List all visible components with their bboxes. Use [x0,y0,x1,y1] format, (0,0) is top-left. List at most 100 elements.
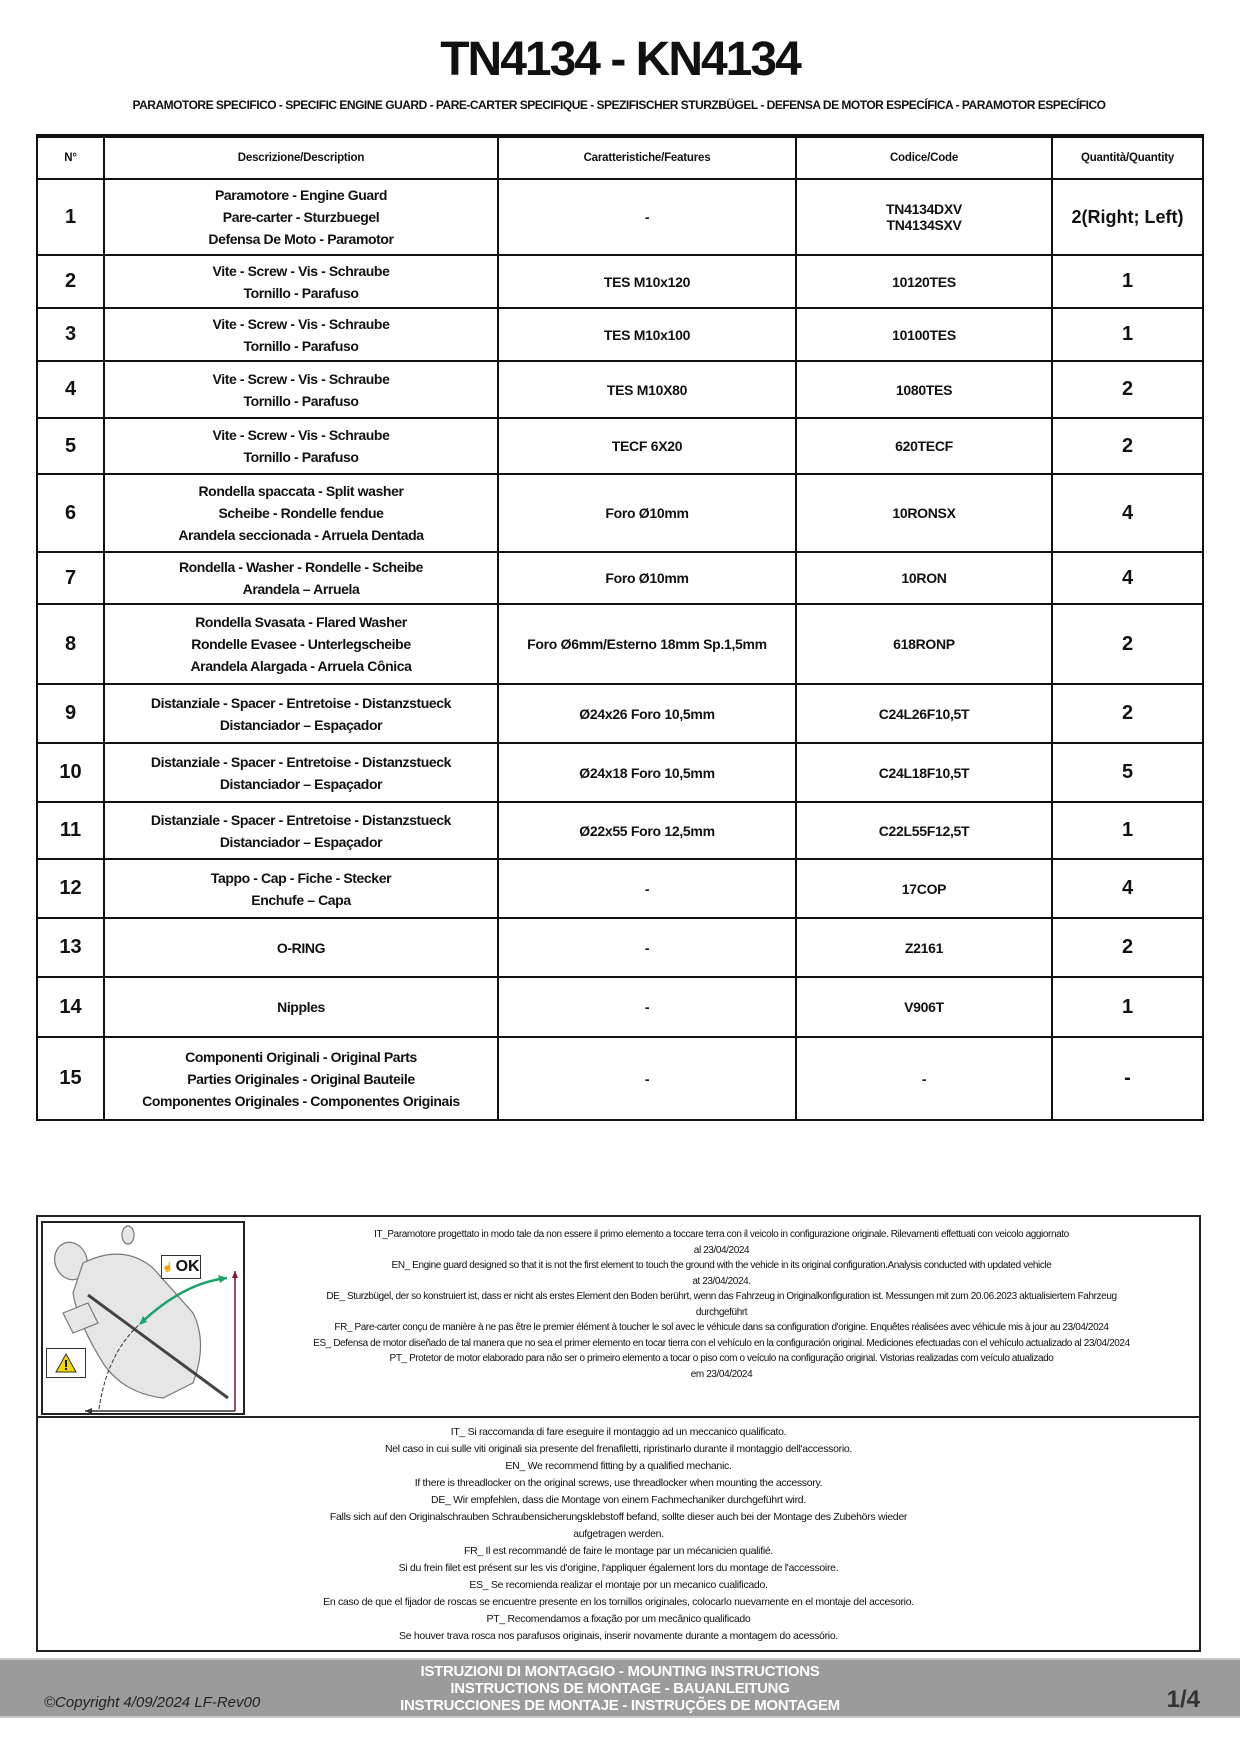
row-features: TES M10x120 [497,254,797,309]
note-line: durchgeführt [695,1306,748,1318]
row-description: Vite - Screw - Vis - Schraube Tornillo -… [103,417,499,475]
notes-divider [38,1416,1199,1418]
document-title: TN4134 - KN4134 [440,33,802,86]
row-code: 10100TES [795,307,1053,362]
note-line: DE_ Sturzbügel, der so konstruiert ist, … [326,1291,1117,1302]
note-line: ES_ Se recomienda realizar el montaje po… [469,1579,768,1591]
row-features: - [497,917,797,978]
note-line: EN_ Engine guard designed so that it is … [391,1260,1052,1271]
row-code: TN4134DXV TN4134SXV [795,178,1053,256]
row-number: 12 [36,858,105,919]
row-code: 10120TES [795,254,1053,309]
row-features: Foro Ø10mm [497,473,797,553]
warning-icon [46,1348,86,1378]
note-line: aufgetragen werden. [573,1528,664,1540]
row-quantity: - [1051,1036,1204,1121]
row-features: TECF 6X20 [497,417,797,475]
row-quantity: 2 [1051,683,1204,744]
row-code: 10RON [795,551,1053,605]
table-row: 1 Paramotore - Engine Guard Pare-carter -… [36,178,1204,256]
motorcycle-lean-illustration: ☝ OK [41,1221,245,1415]
footer-title: ISTRUZIONI DI MONTAGGIO - MOUNTING INSTR… [300,1663,940,1714]
note-line: If there is threadlocker on the original… [414,1477,823,1489]
note-line: Falls sich auf den Originalschrauben Sch… [329,1511,908,1523]
row-features: - [497,1036,797,1121]
note-line: FR_ Pare-carter conçu de manière à ne pa… [334,1322,1109,1333]
column-header-number: N° [36,135,105,180]
row-number: 10 [36,742,105,803]
row-features: TES M10x100 [497,307,797,362]
row-number: 11 [36,801,105,860]
ground-clearance-note: IT_Paramotore progettato in modo tale da… [248,1227,1195,1382]
note-line: IT_ Si raccomanda di fare eseguire il mo… [450,1426,787,1438]
row-code: Z2161 [795,917,1053,978]
row-features: Ø22x55 Foro 12,5mm [497,801,797,860]
row-code: C24L26F10,5T [795,683,1053,744]
column-header-code: Codice/Code [795,135,1053,180]
row-description: Tappo - Cap - Fiche - Stecker Enchufe – … [103,858,499,919]
row-number: 2 [36,254,105,309]
row-features: Foro Ø10mm [497,551,797,605]
column-header-quantity: Quantità/Quantity [1051,135,1204,180]
row-quantity: 1 [1051,254,1204,309]
row-number: 5 [36,417,105,475]
row-code: C24L18F10,5T [795,742,1053,803]
footer-title-line: ISTRUZIONI DI MONTAGGIO - MOUNTING INSTR… [420,1663,820,1680]
footer-title-line: INSTRUCTIONS DE MONTAGE - BAUANLEITUNG [450,1680,790,1697]
parts-table: N° Descrizione/Description Caratteristic… [36,134,1204,1121]
note-line: PT_ Protetor de motor elaborado para não… [389,1353,1054,1364]
row-number: 7 [36,551,105,605]
row-features: Ø24x18 Foro 10,5mm [497,742,797,803]
footer-band: ISTRUZIONI DI MONTAGGIO - MOUNTING INSTR… [0,1658,1240,1718]
table-row: 8 Rondella Svasata - Flared Washer Rondel… [36,603,1204,685]
row-number: 13 [36,917,105,978]
note-line: Nel caso in cui sulle viti originali sia… [384,1443,853,1455]
row-quantity: 1 [1051,801,1204,860]
row-description: Rondella spaccata - Split washer Scheibe… [103,473,499,553]
row-description: Vite - Screw - Vis - Schraube Tornillo -… [103,307,499,362]
table-row: 12 Tappo - Cap - Fiche - Stecker Enchufe … [36,858,1204,919]
row-features: - [497,858,797,919]
row-quantity: 2 [1051,417,1204,475]
row-quantity: 4 [1051,858,1204,919]
table-row: 10 Distanziale - Spacer - Entretoise - Di… [36,742,1204,803]
column-header-description: Descrizione/Description [103,135,499,180]
table-row: 15 Componenti Originali - Original Parts … [36,1036,1204,1121]
row-number: 9 [36,683,105,744]
table-row: 2 Vite - Screw - Vis - Schraube Tornillo … [36,254,1204,309]
row-quantity: 5 [1051,742,1204,803]
row-number: 3 [36,307,105,362]
row-code: - [795,1036,1053,1121]
row-quantity: 2 [1051,360,1204,419]
note-line: DE_ Wir empfehlen, dass die Montage von … [431,1494,806,1506]
row-code: 1080TES [795,360,1053,419]
note-line: IT_Paramotore progettato in modo tale da… [374,1229,1069,1240]
row-description: O-RING [103,917,499,978]
row-quantity: 1 [1051,976,1204,1038]
table-row: 4 Vite - Screw - Vis - Schraube Tornillo … [36,360,1204,419]
row-number: 14 [36,976,105,1038]
row-code: V906T [795,976,1053,1038]
document-subtitle: PARAMOTORE SPECIFICO - SPECIFIC ENGINE G… [132,98,1106,112]
note-line: al 23/04/2024 [693,1244,750,1256]
column-header-features: Caratteristiche/Features [497,135,797,180]
note-line: Si du frein filet est présent sur les vi… [398,1562,839,1574]
table-row: 14 Nipples - V906T 1 [36,976,1204,1038]
note-line: EN_ We recommend fitting by a qualified … [505,1460,732,1472]
table-row: 7 Rondella - Washer - Rondelle - Scheibe … [36,551,1204,605]
row-code: 10RONSX [795,473,1053,553]
row-description: Componenti Originali - Original Parts Pa… [103,1036,499,1121]
table-row: 9 Distanziale - Spacer - Entretoise - Dis… [36,683,1204,744]
table-header-row: N° Descrizione/Description Caratteristic… [36,135,1204,180]
footer-title-line: INSTRUCCIONES DE MONTAJE - INSTRUÇÕES DE… [400,1697,840,1714]
note-line: at 23/04/2024. [692,1275,751,1287]
row-number: 6 [36,473,105,553]
row-quantity: 2 [1051,917,1204,978]
row-quantity: 1 [1051,307,1204,362]
table-row: 5 Vite - Screw - Vis - Schraube Tornillo … [36,417,1204,475]
mounting-recommendation-note: IT_ Si raccomanda di fare eseguire il mo… [42,1424,1195,1645]
row-quantity: 4 [1051,551,1204,605]
ok-hand-icon: ☝ [162,1261,174,1272]
row-description: Distanziale - Spacer - Entretoise - Dist… [103,683,499,744]
table-row: 13 O-RING - Z2161 2 [36,917,1204,978]
